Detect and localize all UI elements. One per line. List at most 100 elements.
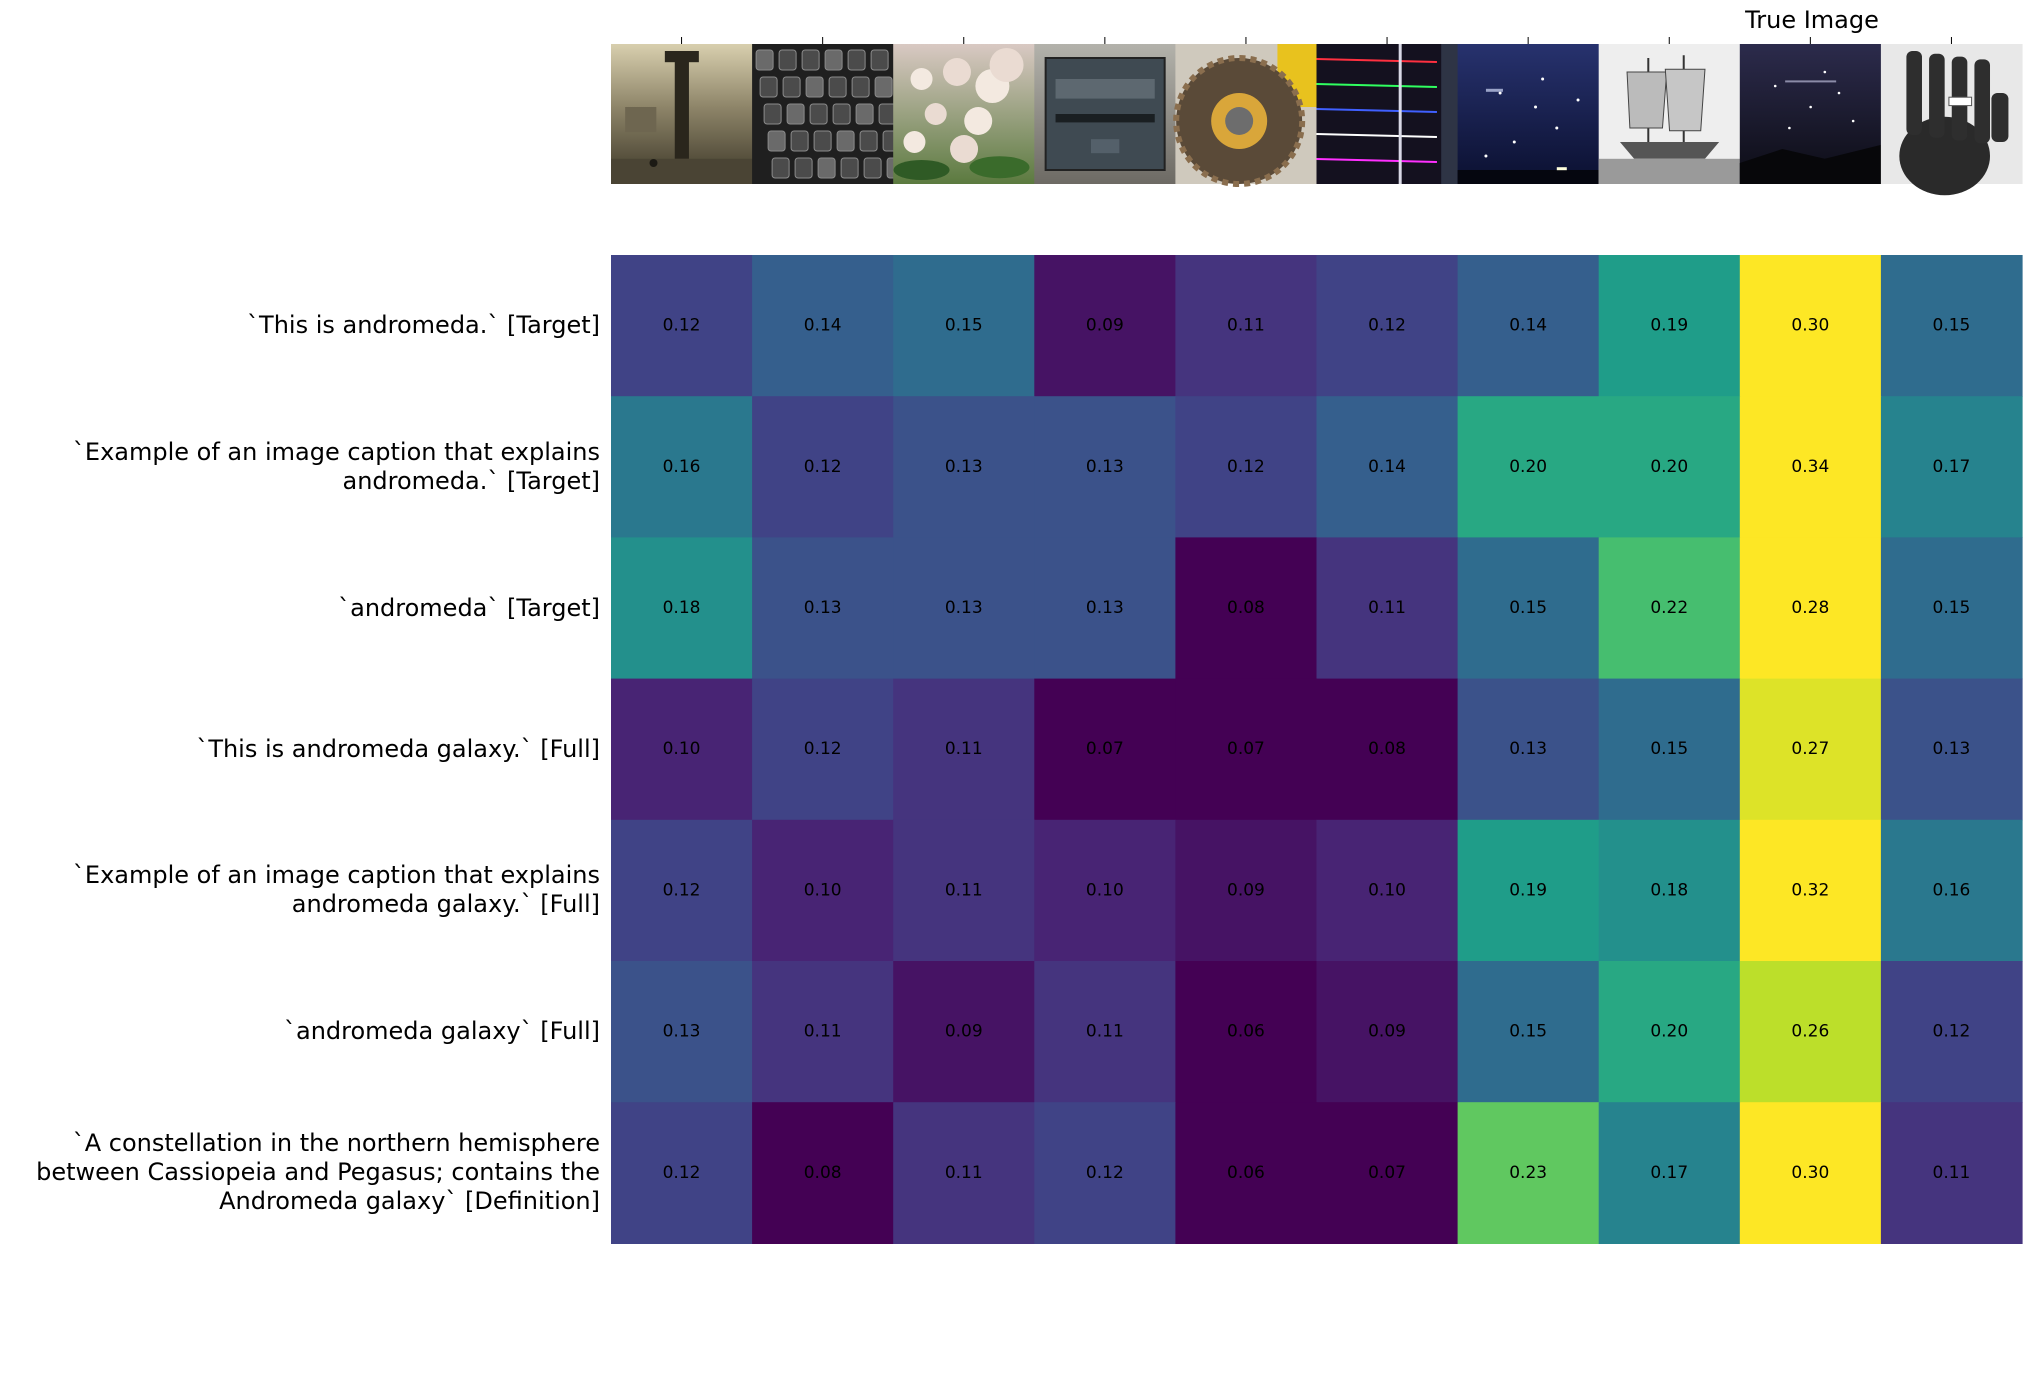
cell-value-label: 0.18 [663, 598, 701, 618]
cell-value-label: 0.13 [804, 598, 842, 618]
cell-value-label: 0.07 [1368, 1163, 1406, 1183]
heatmap-cell [1598, 537, 1741, 680]
heatmap-cell [1175, 255, 1318, 397]
heatmap-cell [1598, 255, 1741, 397]
cell-value-label: 0.26 [1791, 1022, 1829, 1042]
cell-value-label: 0.15 [1509, 598, 1547, 618]
heatmap-cell [1457, 678, 1600, 821]
cell-value-label: 0.20 [1650, 1022, 1688, 1042]
heatmap-cell [1880, 819, 2023, 962]
cell-value-label: 0.13 [1086, 598, 1124, 618]
venice-column-painting-thumbnail [611, 44, 753, 184]
engraved-mailbox-thumbnail [1034, 44, 1176, 184]
heatmap-cell [1457, 255, 1600, 397]
cell-value-label: 0.15 [1933, 316, 1971, 336]
row-label: `Example of an image caption that explai… [72, 437, 600, 495]
cell-value-label: 0.08 [1227, 598, 1265, 618]
heatmap-cell [1175, 961, 1318, 1103]
heatmap-cell [1175, 678, 1318, 821]
heatmap-cell [1598, 396, 1741, 538]
heatmap-cell [1034, 255, 1176, 397]
heatmap-cell [1457, 537, 1600, 680]
heatmap-cell [611, 961, 753, 1103]
heatmap-cell [1034, 678, 1176, 821]
cell-value-label: 0.12 [1086, 1163, 1124, 1183]
cell-value-label: 0.12 [804, 457, 842, 477]
cell-value-label: 0.27 [1791, 739, 1829, 759]
heatmap-cell [1034, 537, 1176, 680]
cell-value-label: 0.12 [663, 316, 701, 336]
cell-value-label: 0.15 [1509, 1022, 1547, 1042]
andromeda-night-sky-thumbnail [1739, 44, 1882, 184]
row-label: `This is andromeda.` [Target] [247, 311, 600, 340]
heatmap-cell [1457, 819, 1600, 962]
heatmap-cell [1175, 819, 1318, 962]
heatmap-cell [752, 678, 894, 821]
cell-value-label: 0.12 [663, 880, 701, 900]
laser-lines-thumbnail [1316, 44, 1459, 184]
cell-value-label: 0.11 [945, 739, 983, 759]
cell-value-label: 0.17 [1650, 1163, 1688, 1183]
heatmap-cell [1457, 396, 1600, 538]
cell-value-label: 0.13 [945, 457, 983, 477]
cell-value-label: 0.10 [804, 880, 842, 900]
cell-value-labels: 0.12 0.14 0.15 0.09 0.11 0.12 0.14 0.19 0.30 0.15… [663, 316, 1971, 1183]
cell-value-label: 0.09 [1086, 316, 1124, 336]
row-label: `A constellation in the northern hemisph… [36, 1129, 600, 1216]
cell-value-label: 0.16 [1933, 880, 1971, 900]
heatmap-cell [893, 1102, 1035, 1244]
cell-value-label: 0.15 [1650, 739, 1688, 759]
cell-value-label: 0.14 [1509, 316, 1547, 336]
cell-value-label: 0.11 [945, 1163, 983, 1183]
heatmap-cell [1175, 1102, 1318, 1244]
heatmap-cell [1316, 537, 1459, 680]
cell-value-label: 0.10 [1368, 880, 1406, 900]
heatmap-cell [1316, 961, 1459, 1103]
heatmap-cells [611, 255, 2023, 1244]
heatmap-cell [752, 255, 894, 397]
cell-value-label: 0.16 [663, 457, 701, 477]
cell-value-label: 0.11 [1933, 1163, 1971, 1183]
cell-value-label: 0.30 [1791, 1163, 1829, 1183]
cell-value-label: 0.06 [1227, 1022, 1265, 1042]
heatmap-cell [1739, 255, 1882, 397]
heatmap-cell [893, 961, 1035, 1103]
heatmap-cell [893, 819, 1035, 962]
cell-value-label: 0.08 [1368, 739, 1406, 759]
heatmap-cell [1739, 678, 1882, 821]
cell-value-label: 0.11 [945, 880, 983, 900]
heatmap-cell [1739, 537, 1882, 680]
heatmap-cell [1316, 819, 1459, 962]
cell-value-label: 0.19 [1650, 316, 1688, 336]
heatmap-cell [1457, 1102, 1600, 1244]
heatmap-cell [752, 1102, 894, 1244]
cell-value-label: 0.11 [804, 1022, 842, 1042]
cell-value-label: 0.15 [945, 316, 983, 336]
heatmap-cell [752, 537, 894, 680]
cell-value-label: 0.13 [1933, 739, 1971, 759]
cell-value-label: 0.08 [804, 1163, 842, 1183]
cell-value-label: 0.09 [1368, 1022, 1406, 1042]
heatmap-cell [1316, 1102, 1459, 1244]
cell-value-label: 0.23 [1509, 1163, 1547, 1183]
cell-value-label: 0.09 [945, 1022, 983, 1042]
cell-value-label: 0.19 [1509, 880, 1547, 900]
heatmap-cell [611, 1102, 753, 1244]
heatmap-cell [1880, 1102, 2023, 1244]
cell-value-label: 0.20 [1650, 457, 1688, 477]
cell-value-label: 0.09 [1227, 880, 1265, 900]
heatmap-cell [1316, 396, 1459, 538]
heatmap-cell [1880, 255, 2023, 397]
keyboard-keys-thumbnail [752, 44, 905, 184]
heatmap-cell [1175, 537, 1318, 680]
heatmap-cell [611, 537, 753, 680]
orion-night-sky-thumbnail [1457, 44, 1600, 184]
pieris-flowers-thumbnail [893, 44, 1035, 184]
heatmap-cell [1880, 537, 2023, 680]
hand-xray-thumbnail [1880, 44, 2023, 196]
true-image-label: True Image [1745, 6, 1879, 34]
heatmap-cell [893, 396, 1035, 538]
cell-value-label: 0.11 [1227, 316, 1265, 336]
heatmap-cell [1034, 1102, 1176, 1244]
